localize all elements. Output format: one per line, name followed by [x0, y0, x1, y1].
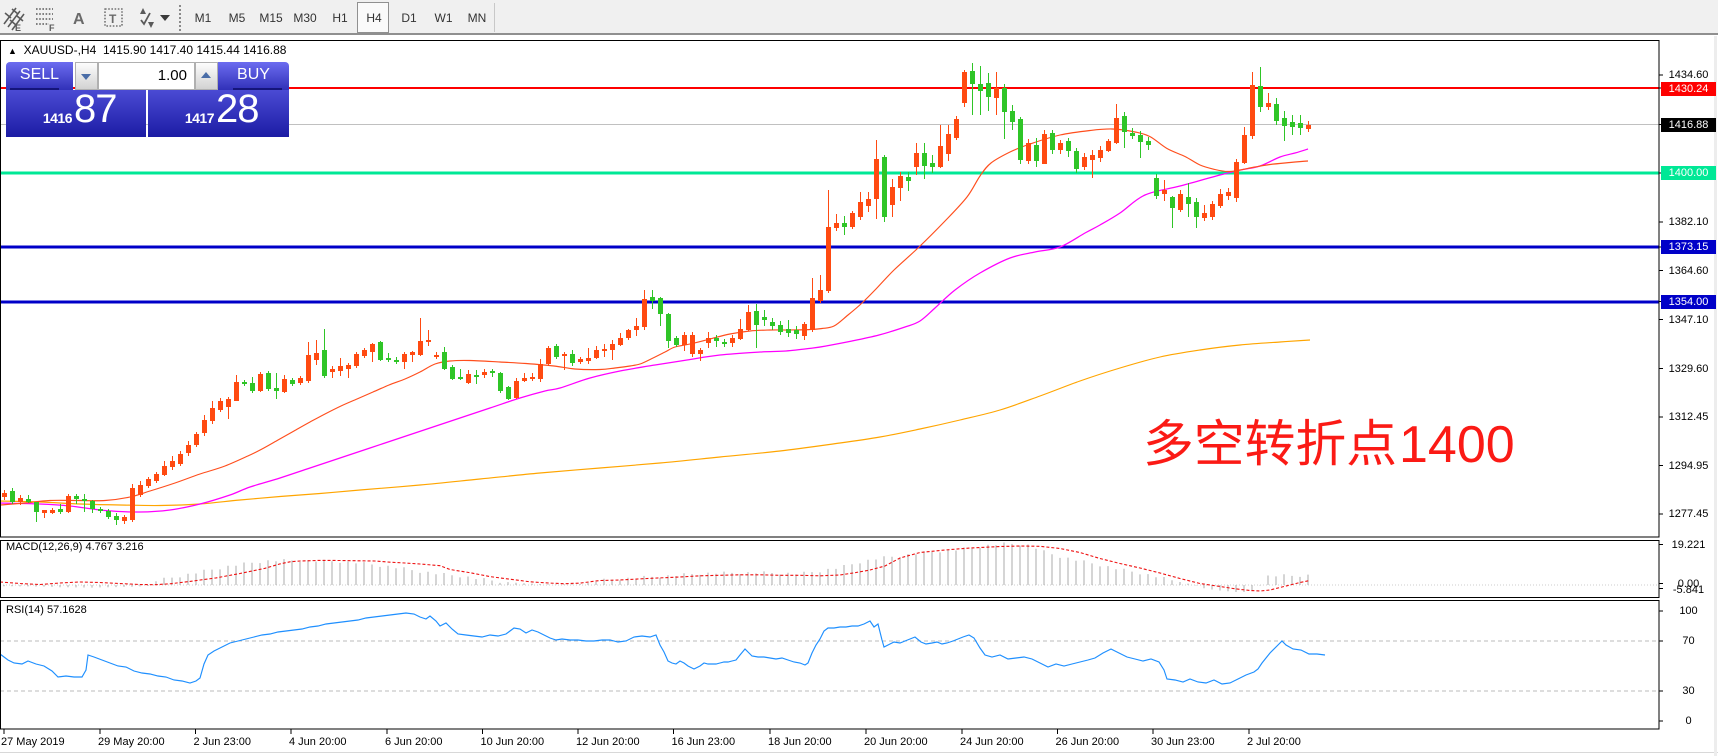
svg-text:1400: 1400: [1399, 416, 1515, 474]
svg-text:A: A: [73, 11, 85, 28]
svg-text:E: E: [15, 23, 21, 33]
svg-text:T: T: [109, 12, 117, 26]
svg-text:F: F: [49, 23, 55, 33]
